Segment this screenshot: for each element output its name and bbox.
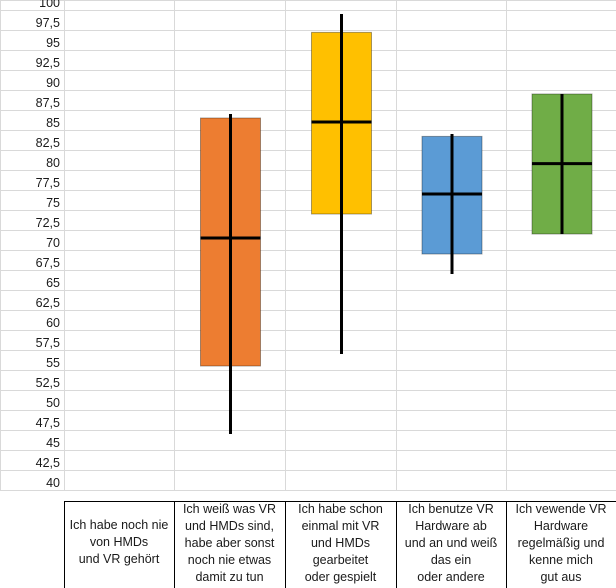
category-label-line: Ich habe noch nie [69,518,169,532]
y-tick-label: 62,5 [36,296,60,310]
y-tick-label: 47,5 [36,416,60,430]
y-tick-label: 50 [46,396,60,410]
y-tick-label: 72,5 [36,216,60,230]
y-tick-label: 97,5 [36,16,60,30]
y-tick-label: 42,5 [36,456,60,470]
y-tick-label: 67,5 [36,256,60,270]
category-label-line: oder gespielt [304,570,377,584]
y-tick-label: 55 [46,356,60,370]
y-tick-label: 85 [46,116,60,130]
box-3 [311,14,372,354]
y-tick-label: 82,5 [36,136,60,150]
category-label-line: Ich weiß was VR [182,502,277,516]
category-label-4: Ich benutze VR Hardware ab und an und weiß… [397,501,505,588]
category-label-line: und HMDs sind, [185,519,274,533]
y-tick-label: 45 [46,436,60,450]
category-label-line: gearbeitet [312,553,369,567]
y-tick-label: 75 [46,196,60,210]
y-tick-label: 92,5 [36,56,60,70]
category-label-line: gut aus [540,570,582,584]
y-tick-label: 40 [46,476,60,490]
y-tick-label: 100 [39,0,60,10]
y-tick-label: 52,5 [36,376,60,390]
category-label-line: und VR gehört [78,552,160,566]
category-table-border [64,501,616,588]
category-label-line: habe aber sonst [184,536,275,550]
category-label-line: kenne mich [529,553,593,567]
y-tick-label: 90 [46,76,60,90]
category-label-line: regelmäßig und [517,536,605,550]
category-label-line: und an und weiß [404,536,498,550]
category-label-5: Ich vewende VR Hardware regelmäßig und kenn… [507,501,615,588]
category-label-line: Ich vewende VR [515,502,607,516]
y-tick-label: 70 [46,236,60,250]
y-tick-label: 57,5 [36,336,60,350]
category-label-2: Ich weiß was VR und HMDs sind, habe aber s… [175,501,284,588]
y-tick-label: 95 [46,36,60,50]
category-label-line: Ich habe schon [298,502,383,516]
category-label-line: Ich benutze VR [408,502,494,516]
category-label-line: noch nie etwas [187,553,272,567]
category-label-3: Ich habe schon einmal mit VR und HMDs gearb… [286,501,395,588]
y-tick-label: 65 [46,276,60,290]
box-5 [531,93,593,235]
box-series [200,14,593,434]
y-axis-tick-labels: 40 42,5 45 47,5 50 52,5 55 57,5 60 62,5 65 67,5 70 72… [36,0,60,490]
y-tick-label: 60 [46,316,60,330]
y-tick-label: 80 [46,156,60,170]
category-label-line: Hardware ab [415,519,487,533]
category-label-line: einmal mit VR [301,519,380,533]
gridlines [0,0,616,491]
box-2 [200,114,261,434]
category-label-line: Hardware [533,519,589,533]
category-label-line: von HMDs [89,535,149,549]
category-label-line: und HMDs [310,536,371,550]
category-label-line: oder andere [417,570,485,584]
y-tick-label: 77,5 [36,176,60,190]
category-label-line: das ein [430,553,472,567]
category-label-line: damit zu tun [195,570,264,584]
y-tick-label: 87,5 [36,96,60,110]
box-4 [421,134,483,274]
category-label-1: Ich habe noch nie von HMDs und VR gehört [65,517,173,588]
